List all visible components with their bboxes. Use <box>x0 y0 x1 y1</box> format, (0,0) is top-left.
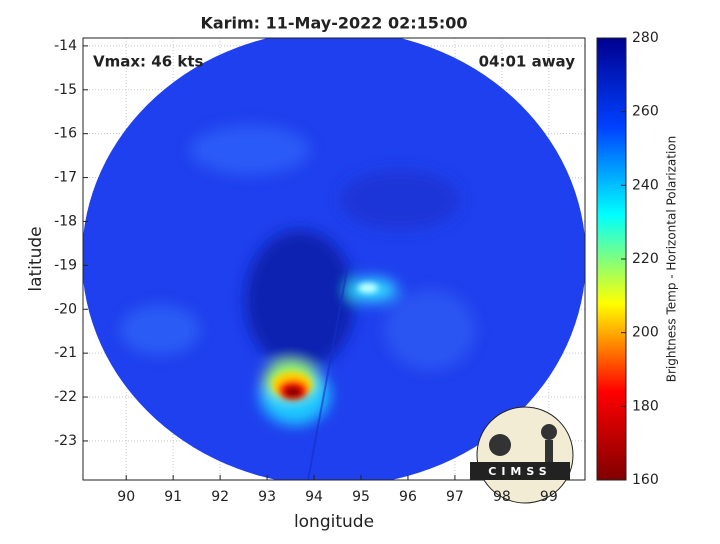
x-tick-label: 97 <box>446 489 464 505</box>
y-tick-label: -19 <box>54 257 77 273</box>
annotation: Vmax: 46 kts <box>93 53 203 71</box>
colorbar-tick-label: 180 <box>632 398 659 414</box>
y-tick-label: -21 <box>54 345 77 361</box>
plot-frame <box>82 37 586 481</box>
y-tick-label: -20 <box>54 301 77 317</box>
swath-image <box>83 38 585 480</box>
x-tick-label: 91 <box>164 489 182 505</box>
x-tick-label: 96 <box>399 489 417 505</box>
logo-text: CIMSS <box>488 465 551 478</box>
y-tick-label: -15 <box>54 82 77 98</box>
y-tick-label: -23 <box>54 433 77 449</box>
annotation: 04:01 away <box>479 53 576 71</box>
x-tick-label: 98 <box>493 489 511 505</box>
y-tick-label: -22 <box>54 389 77 405</box>
x-tick-label: 94 <box>305 489 323 505</box>
y-tick-label: -17 <box>54 170 77 186</box>
y-tick-label: -14 <box>54 38 77 54</box>
x-tick-label: 99 <box>540 489 558 505</box>
colorbar-tick-label: 240 <box>632 177 659 193</box>
y-tick-label: -18 <box>54 213 77 229</box>
colorbar-tick-label: 220 <box>632 251 659 267</box>
y-tick-label: -16 <box>54 126 77 142</box>
y-axis-label: latitude <box>26 226 46 291</box>
x-tick-label: 90 <box>117 489 135 505</box>
colorbar-tick-label: 280 <box>632 30 659 46</box>
x-tick-label: 93 <box>258 489 276 505</box>
chart-title: Karim: 11-May-2022 02:15:00 <box>200 14 467 33</box>
x-tick-label: 95 <box>352 489 370 505</box>
colorbar-tick-label: 260 <box>632 104 659 120</box>
colorbar-label: Brightness Temp - Horizontal Polarizatio… <box>665 136 679 383</box>
colorbar-tick-label: 160 <box>632 472 659 488</box>
colorbar-tick-label: 200 <box>632 325 659 341</box>
x-axis-label: longitude <box>294 512 374 532</box>
x-tick-label: 92 <box>211 489 229 505</box>
